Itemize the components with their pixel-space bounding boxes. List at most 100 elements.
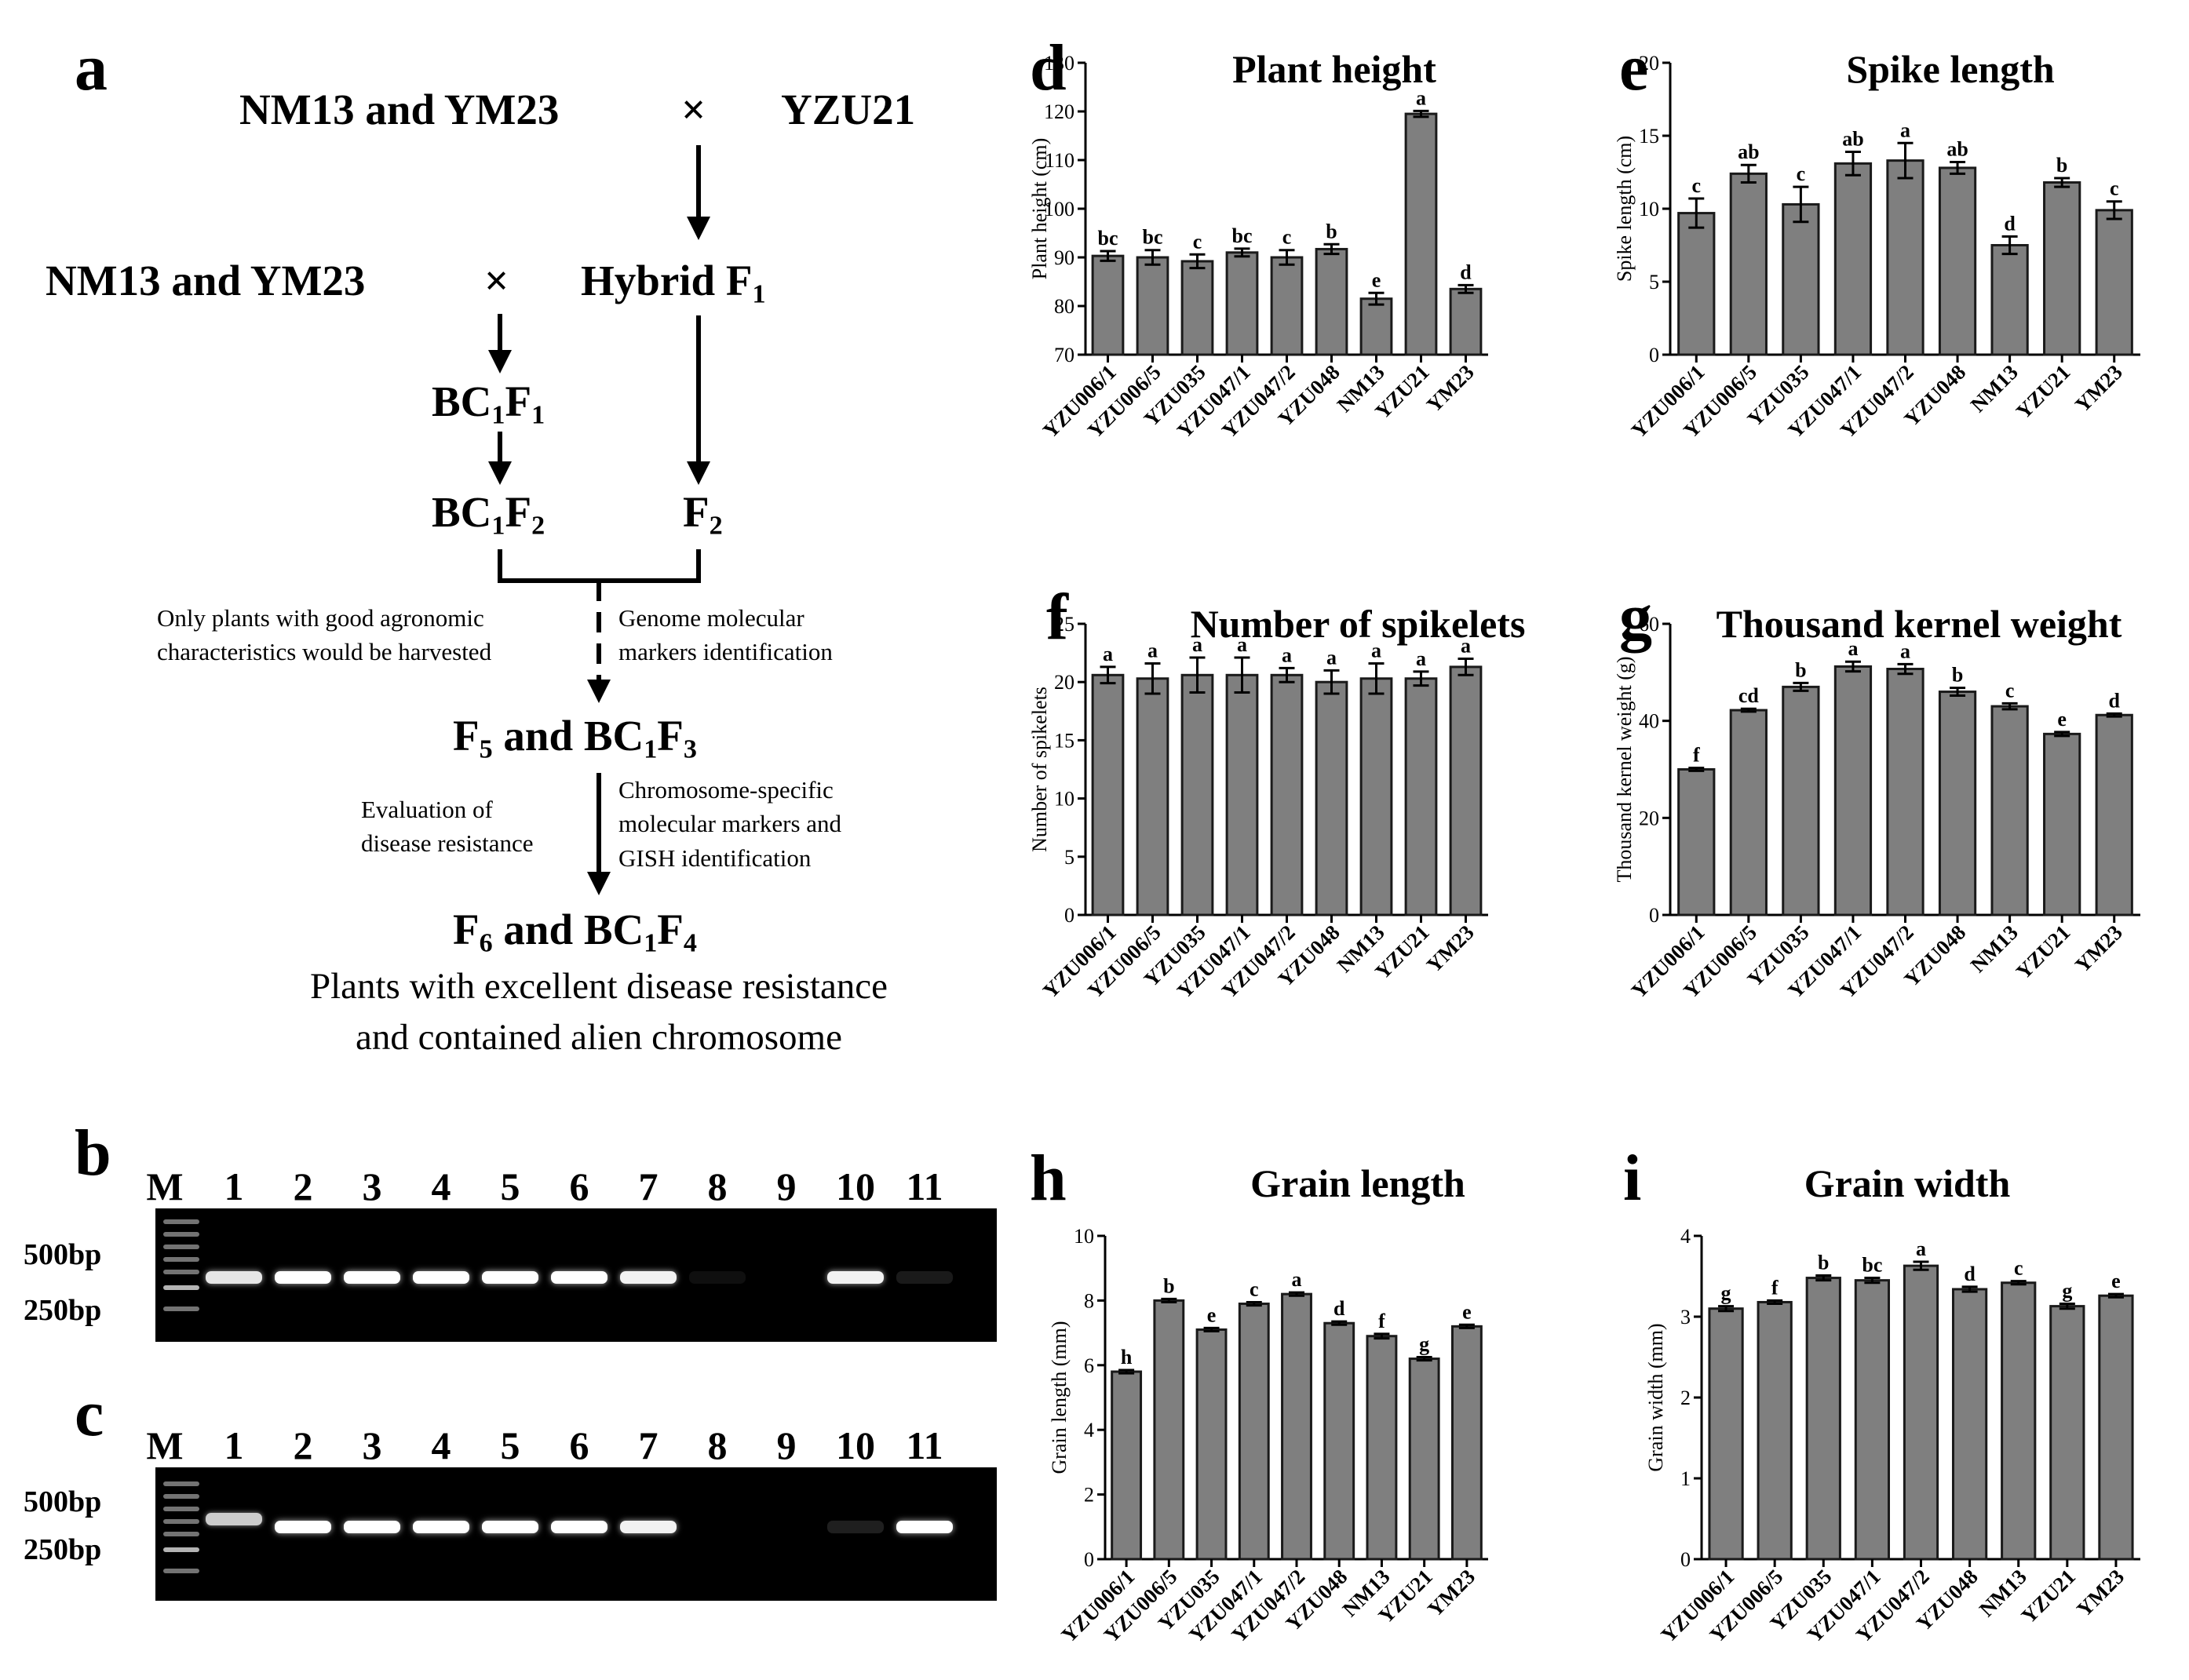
f2-generation: F2: [683, 488, 723, 541]
significance-letter: f: [1378, 1310, 1385, 1332]
significance-letter: e: [1372, 268, 1381, 291]
pcr-band: [482, 1521, 538, 1533]
pcr-band: [896, 1521, 953, 1533]
bar: [2043, 181, 2081, 356]
gel-b-lane-label: 9: [776, 1164, 797, 1208]
y-tick-label: 0: [1649, 344, 1659, 366]
significance-letter: f: [1693, 744, 1700, 767]
x-category-label: YM23: [2072, 1565, 2129, 1621]
y-tick-label: 0: [1649, 904, 1659, 927]
y-tick-label: 2: [1084, 1484, 1094, 1507]
hybrid-f1: Hybrid F1: [581, 257, 766, 309]
significance-letter: a: [1848, 637, 1858, 660]
y-tick-label: 100: [1044, 198, 1074, 220]
pcr-band: [551, 1271, 607, 1284]
bar: [1449, 665, 1483, 917]
significance-letter: g: [1419, 1333, 1429, 1356]
y-tick-label: 120: [1044, 100, 1074, 123]
chart-title: Grain width: [1804, 1161, 2011, 1205]
bar: [1404, 677, 1438, 917]
y-tick-label: 40: [1639, 710, 1659, 733]
gel-b-lane-label: M: [146, 1164, 184, 1208]
ladder-band: [163, 1507, 199, 1511]
ladder-band: [163, 1232, 199, 1237]
bar: [2098, 1294, 2134, 1561]
ladder-band: [163, 1219, 199, 1224]
gel-c-lane-label: M: [146, 1423, 184, 1467]
gel-b-lane-label: 8: [707, 1164, 728, 1208]
significance-letter: h: [1121, 1346, 1133, 1368]
gel-c-lane-label: 8: [707, 1423, 728, 1467]
x-category-label: YZU21: [2012, 920, 2075, 984]
pcr-band: [827, 1521, 884, 1533]
chart-title: Number of spikelets: [1191, 602, 1526, 646]
gel-c-lane-label: 2: [293, 1423, 313, 1467]
pcr-band: [689, 1271, 746, 1284]
significance-letter: g: [2062, 1280, 2072, 1303]
y-tick-label: 15: [1639, 125, 1659, 148]
significance-letter: c: [1797, 162, 1806, 185]
bar: [1111, 1370, 1143, 1561]
gel-c-lane-label: 11: [906, 1423, 943, 1467]
significance-letter: f: [1771, 1276, 1779, 1299]
y-tick-label: 90: [1054, 246, 1074, 269]
y-tick-label: 10: [1639, 198, 1659, 220]
pcr-band: [206, 1271, 262, 1284]
significance-letter: c: [1250, 1277, 1259, 1300]
cross-symbol: ×: [484, 257, 509, 304]
significance-letter: b: [1326, 220, 1337, 242]
y-tick-label: 25: [1054, 613, 1074, 636]
y-axis-label: Spike length (cm): [1617, 136, 1636, 282]
f5-bc1f3-generation: F5 and BC1F3: [453, 712, 697, 764]
bar: [1359, 677, 1393, 917]
ladder-band: [163, 1494, 199, 1499]
bar: [1091, 254, 1125, 356]
chart-title: Thousand kernel weight: [1717, 602, 2122, 646]
bar: [1136, 677, 1169, 917]
panel-letter-c: c: [75, 1377, 104, 1450]
pcr-band: [482, 1271, 538, 1284]
ladder-band: [163, 1519, 199, 1524]
ladder-band: [163, 1270, 199, 1274]
significance-letter: d: [2004, 212, 2016, 235]
pcr-band: [206, 1513, 262, 1525]
pcr-band: [413, 1271, 469, 1284]
significance-letter: b: [1795, 658, 1806, 681]
f6-bc1f4-generation: F6 and BC1F4: [453, 906, 697, 958]
significance-letter: a: [1292, 1268, 1302, 1291]
bar: [1886, 159, 1924, 356]
bar: [1833, 162, 1873, 356]
bar: [1729, 172, 1768, 356]
y-tick-label: 0: [1064, 904, 1074, 927]
gel-c-lane-label: 7: [638, 1423, 659, 1467]
significance-letter: bc: [1862, 1254, 1882, 1277]
gel-c-lane-label: 1: [224, 1423, 244, 1467]
panel-letter-e: e: [1619, 31, 1649, 104]
gel-b-lane-label: 10: [836, 1164, 875, 1208]
bar: [1729, 709, 1768, 917]
gel-b-lane-label: 4: [431, 1164, 451, 1208]
y-tick-label: 1: [1680, 1467, 1691, 1490]
significance-letter: d: [1964, 1263, 1976, 1285]
significance-letter: a: [1147, 639, 1158, 661]
significance-letter: c: [1193, 230, 1202, 253]
bc1f1-generation: BC1F1: [432, 377, 545, 430]
bar: [1270, 673, 1304, 917]
y-tick-label: 130: [1044, 52, 1074, 75]
bar: [1153, 1299, 1185, 1561]
marker-250bp-label: 250bp: [24, 1294, 102, 1327]
bar: [2095, 209, 2133, 356]
significance-letter: a: [1371, 639, 1381, 661]
pcr-band: [344, 1521, 400, 1533]
y-tick-label: 80: [1054, 295, 1074, 318]
significance-letter: g: [1721, 1282, 1731, 1305]
bar: [1450, 1325, 1483, 1561]
chart-title: Plant height: [1232, 47, 1436, 91]
y-tick-label: 15: [1054, 729, 1074, 752]
marker-250bp-label: 250bp: [24, 1533, 102, 1566]
bar: [1315, 247, 1348, 356]
gel-c-lane-label: 10: [836, 1423, 875, 1467]
gel-c-lane-label: 9: [776, 1423, 797, 1467]
bar: [1805, 1277, 1841, 1561]
panel-letter-a: a: [75, 31, 108, 104]
